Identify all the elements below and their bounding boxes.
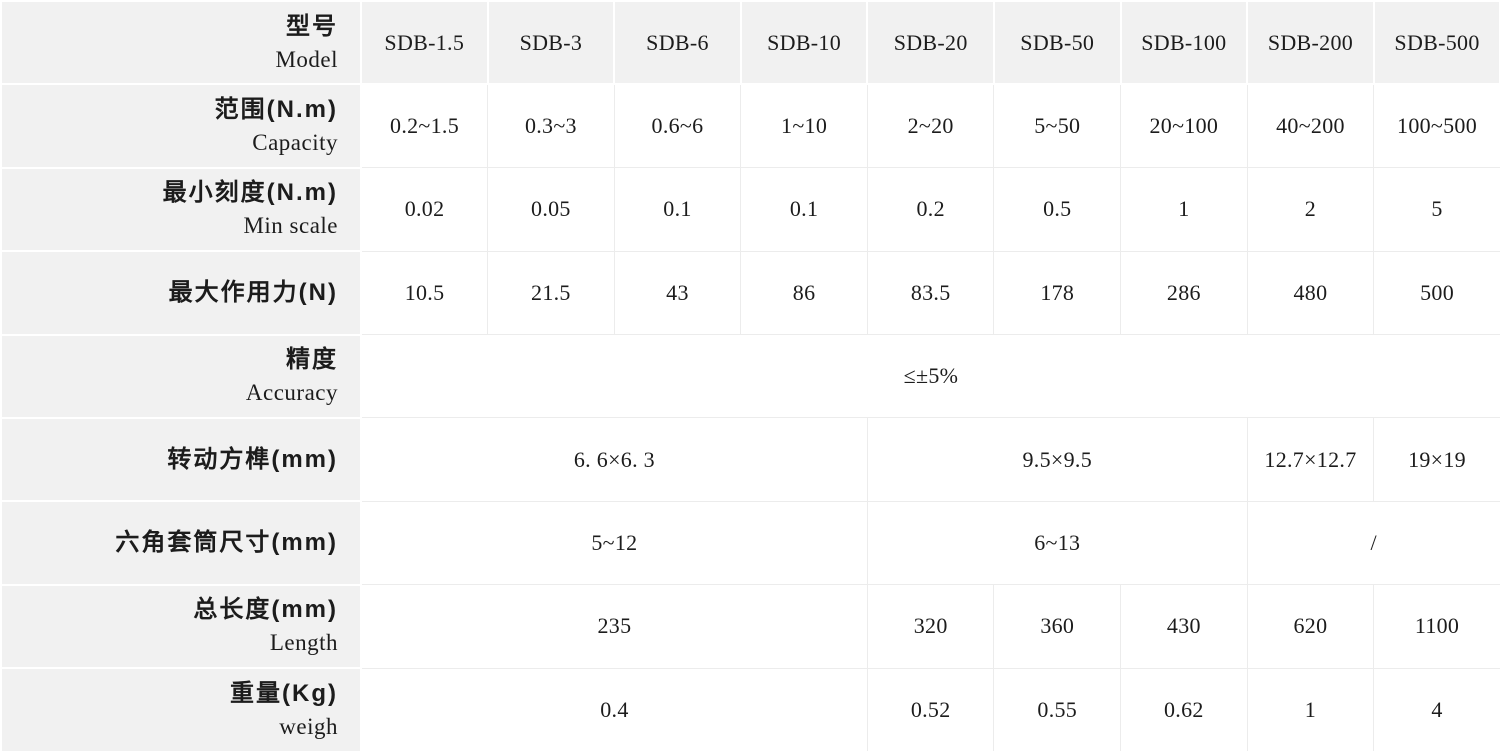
row-label-zh: 总长度(mm) [193, 596, 338, 624]
weight-cell: 1 [1246, 667, 1375, 751]
min-scale-cell: 1 [1120, 167, 1248, 252]
row-label-en: Length [269, 630, 338, 656]
weight-cell: 4 [1373, 667, 1500, 751]
capacity-cell: 1~10 [740, 83, 868, 169]
weight-cell: 0.55 [993, 667, 1122, 751]
length-cell: 235 [360, 584, 868, 669]
model-header-cell: SDB-1.5 [360, 0, 489, 86]
row-label-en: weigh [279, 713, 338, 739]
capacity-cell: 2~20 [866, 83, 995, 169]
length-cell: 1100 [1373, 584, 1500, 669]
min-scale-cell: 0.5 [993, 167, 1122, 252]
table-row-min-scale: 最小刻度(N.m) Min scale 0.02 0.05 0.1 0.1 0.… [0, 166, 1500, 253]
row-label-model: 型号 Model [0, 0, 362, 86]
max-force-cell: 286 [1120, 250, 1248, 336]
row-label-en: Accuracy [245, 380, 338, 406]
capacity-cell: 0.3~3 [487, 83, 615, 169]
hex-socket-cell: / [1246, 500, 1500, 586]
row-label-weight: 重量(Kg) weigh [0, 667, 362, 751]
table-row-accuracy: 精度 Accuracy ≤±5% [0, 333, 1500, 419]
row-label-zh: 范围(N.m) [214, 96, 338, 124]
row-label-min-scale: 最小刻度(N.m) Min scale [0, 166, 362, 253]
hex-socket-cell: 5~12 [360, 500, 868, 586]
length-cell: 620 [1246, 584, 1375, 669]
capacity-cell: 5~50 [993, 83, 1122, 169]
min-scale-cell: 0.05 [487, 167, 615, 252]
table-row-max-force: 最大作用力(N) 10.5 21.5 43 86 83.5 178 286 48… [0, 250, 1500, 336]
length-cell: 320 [866, 584, 995, 669]
model-header-cell: SDB-50 [992, 0, 1122, 86]
row-label-zh: 精度 [286, 346, 338, 374]
row-label-hex-socket: 六角套筒尺寸(mm) [0, 500, 362, 586]
row-label-en: Capacity [252, 130, 338, 156]
max-force-cell: 43 [613, 250, 742, 336]
model-header-cell: SDB-6 [613, 0, 742, 86]
row-label-length: 总长度(mm) Length [0, 583, 362, 670]
square-drive-cell: 9.5×9.5 [866, 417, 1248, 502]
capacity-cell: 0.2~1.5 [360, 83, 489, 169]
table-row-hex-socket: 六角套筒尺寸(mm) 5~12 6~13 / [0, 500, 1500, 586]
max-force-cell: 480 [1246, 250, 1375, 336]
capacity-cell: 100~500 [1373, 83, 1500, 169]
model-header-cell: SDB-3 [486, 0, 616, 86]
table-row-weight: 重量(Kg) weigh 0.4 0.52 0.55 0.62 1 4 [0, 667, 1500, 751]
row-label-zh: 转动方榫(mm) [167, 445, 338, 473]
table-row-capacity: 范围(N.m) Capacity 0.2~1.5 0.3~3 0.6~6 1~1… [0, 83, 1500, 169]
square-drive-cell: 12.7×12.7 [1246, 417, 1375, 502]
max-force-cell: 500 [1373, 250, 1500, 336]
table-row-model: 型号 Model SDB-1.5 SDB-3 SDB-6 SDB-10 SDB-… [0, 0, 1500, 86]
max-force-cell: 21.5 [487, 250, 615, 336]
model-header-cell: SDB-500 [1372, 0, 1500, 86]
max-force-cell: 83.5 [866, 250, 995, 336]
min-scale-cell: 0.02 [360, 167, 489, 252]
row-label-square-drive: 转动方榫(mm) [0, 416, 362, 503]
min-scale-cell: 0.1 [613, 167, 742, 252]
row-label-en: Min scale [243, 213, 338, 239]
min-scale-cell: 5 [1373, 167, 1500, 252]
row-label-accuracy: 精度 Accuracy [0, 333, 362, 419]
accuracy-cell: ≤±5% [360, 334, 1500, 419]
capacity-cell: 40~200 [1246, 83, 1375, 169]
row-label-zh: 最小刻度(N.m) [162, 179, 338, 207]
row-label-capacity: 范围(N.m) Capacity [0, 83, 362, 169]
row-label-zh: 最大作用力(N) [168, 278, 338, 306]
capacity-cell: 0.6~6 [613, 83, 742, 169]
length-cell: 430 [1120, 584, 1248, 669]
capacity-cell: 20~100 [1120, 83, 1248, 169]
model-header-cell: SDB-200 [1246, 0, 1375, 86]
hex-socket-cell: 6~13 [866, 500, 1248, 586]
max-force-cell: 86 [740, 250, 868, 336]
table-row-square-drive: 转动方榫(mm) 6. 6×6. 3 9.5×9.5 12.7×12.7 19×… [0, 416, 1500, 503]
weight-cell: 0.4 [360, 667, 868, 751]
row-label-max-force: 最大作用力(N) [0, 250, 362, 336]
model-header-cell: SDB-100 [1119, 0, 1249, 86]
table-row-length: 总长度(mm) Length 235 320 360 430 620 1100 [0, 583, 1500, 670]
min-scale-cell: 0.2 [866, 167, 995, 252]
model-header-cell: SDB-20 [866, 0, 995, 86]
model-header-cell: SDB-10 [739, 0, 869, 86]
max-force-cell: 178 [993, 250, 1122, 336]
row-label-zh: 六角套筒尺寸(mm) [115, 529, 338, 557]
length-cell: 360 [993, 584, 1122, 669]
row-label-zh: 重量(Kg) [230, 679, 338, 707]
weight-cell: 0.62 [1120, 667, 1248, 751]
square-drive-cell: 6. 6×6. 3 [360, 417, 868, 502]
max-force-cell: 10.5 [360, 250, 489, 336]
min-scale-cell: 2 [1246, 167, 1375, 252]
square-drive-cell: 19×19 [1373, 417, 1500, 502]
min-scale-cell: 0.1 [740, 167, 868, 252]
weight-cell: 0.52 [866, 667, 995, 751]
row-label-zh: 型号 [286, 12, 338, 40]
row-label-en: Model [275, 46, 338, 72]
